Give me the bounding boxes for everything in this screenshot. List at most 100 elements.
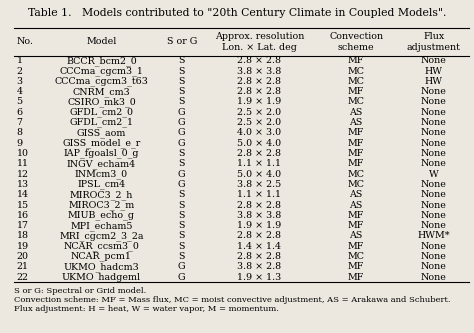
- Text: Convection scheme: MF = Mass flux, MC = moist convective adjustment, AS = Arakaw: Convection scheme: MF = Mass flux, MC = …: [14, 296, 451, 304]
- Text: MF: MF: [348, 262, 365, 271]
- Text: MIROC3_2_h: MIROC3_2_h: [70, 190, 133, 199]
- Text: HW: HW: [425, 77, 443, 86]
- Text: MF: MF: [348, 56, 365, 65]
- Text: 1.9 × 1.3: 1.9 × 1.3: [237, 273, 282, 282]
- Text: G: G: [178, 273, 186, 282]
- Text: MC: MC: [348, 67, 365, 76]
- Text: S: S: [179, 77, 185, 86]
- Text: INGV_echam4: INGV_echam4: [67, 159, 136, 169]
- Text: GISS_model_e_r: GISS_model_e_r: [62, 139, 140, 148]
- Text: MF: MF: [348, 87, 365, 96]
- Text: None: None: [421, 180, 447, 189]
- Text: CCCma_cgcm3_t63: CCCma_cgcm3_t63: [55, 77, 148, 86]
- Text: MC: MC: [348, 180, 365, 189]
- Text: MF: MF: [348, 160, 365, 168]
- Text: W: W: [429, 169, 439, 178]
- Text: S: S: [179, 211, 185, 220]
- Text: No.: No.: [17, 37, 34, 47]
- Text: 2.8 × 2.8: 2.8 × 2.8: [237, 252, 282, 261]
- Text: S: S: [179, 231, 185, 240]
- Text: MF: MF: [348, 221, 365, 230]
- Text: 5.0 × 4.0: 5.0 × 4.0: [237, 139, 282, 148]
- Text: 2: 2: [17, 67, 23, 76]
- Text: UKMO_hadgeml: UKMO_hadgeml: [62, 272, 141, 282]
- Text: MC: MC: [348, 169, 365, 178]
- Text: S: S: [179, 98, 185, 107]
- Text: S: S: [179, 221, 185, 230]
- Text: 13: 13: [17, 180, 29, 189]
- Text: 3.8 × 3.8: 3.8 × 3.8: [237, 67, 282, 76]
- Text: None: None: [421, 108, 447, 117]
- Text: 2.8 × 2.8: 2.8 × 2.8: [237, 77, 282, 86]
- Text: None: None: [421, 273, 447, 282]
- Text: G: G: [178, 118, 186, 127]
- Text: S: S: [179, 190, 185, 199]
- Text: 10: 10: [17, 149, 28, 158]
- Text: 3: 3: [17, 77, 23, 86]
- Text: S: S: [179, 149, 185, 158]
- Text: CCCma_cgcm3_1: CCCma_cgcm3_1: [59, 66, 143, 76]
- Text: 4.0 × 3.0: 4.0 × 3.0: [237, 129, 282, 138]
- Text: S: S: [179, 67, 185, 76]
- Text: 1.9 × 1.9: 1.9 × 1.9: [237, 98, 282, 107]
- Text: S: S: [179, 160, 185, 168]
- Text: MF: MF: [348, 242, 365, 251]
- Text: MF: MF: [348, 273, 365, 282]
- Text: 2.8 × 2.8: 2.8 × 2.8: [237, 56, 282, 65]
- Text: HWM*: HWM*: [418, 231, 450, 240]
- Text: None: None: [421, 139, 447, 148]
- Text: None: None: [421, 56, 447, 65]
- Text: 20: 20: [17, 252, 28, 261]
- Text: CSIRO_mk3_0: CSIRO_mk3_0: [67, 97, 136, 107]
- Text: IPSL_cm4: IPSL_cm4: [77, 179, 126, 189]
- Text: 21: 21: [17, 262, 28, 271]
- Text: 15: 15: [17, 200, 29, 209]
- Text: Convection
scheme: Convection scheme: [329, 32, 383, 52]
- Text: 22: 22: [17, 273, 28, 282]
- Text: MC: MC: [348, 98, 365, 107]
- Text: NCAR_pcm1: NCAR_pcm1: [71, 252, 132, 261]
- Text: 1.1 × 1.1: 1.1 × 1.1: [237, 190, 282, 199]
- Text: CNRM_cm3: CNRM_cm3: [73, 87, 130, 97]
- Text: G: G: [178, 180, 186, 189]
- Text: 17: 17: [17, 221, 28, 230]
- Text: MIUB_echo_g: MIUB_echo_g: [68, 210, 135, 220]
- Text: None: None: [421, 87, 447, 96]
- Text: 2.8 × 2.8: 2.8 × 2.8: [237, 231, 282, 240]
- Text: 2.5 × 2.0: 2.5 × 2.0: [237, 108, 282, 117]
- Text: G: G: [178, 139, 186, 148]
- Text: AS: AS: [349, 200, 363, 209]
- Text: 3.8 × 2.5: 3.8 × 2.5: [237, 180, 282, 189]
- Text: None: None: [421, 221, 447, 230]
- Text: MC: MC: [348, 252, 365, 261]
- Text: MF: MF: [348, 129, 365, 138]
- Text: MIROC3_2_m: MIROC3_2_m: [68, 200, 135, 210]
- Text: 11: 11: [17, 160, 28, 168]
- Text: G: G: [178, 262, 186, 271]
- Text: MPI_echam5: MPI_echam5: [70, 221, 133, 230]
- Text: 5: 5: [17, 98, 23, 107]
- Text: 2.8 × 2.8: 2.8 × 2.8: [237, 87, 282, 96]
- Text: None: None: [421, 118, 447, 127]
- Text: None: None: [421, 160, 447, 168]
- Text: 1.9 × 1.9: 1.9 × 1.9: [237, 221, 282, 230]
- Text: Flux
adjustment: Flux adjustment: [407, 32, 461, 52]
- Text: 2.5 × 2.0: 2.5 × 2.0: [237, 118, 282, 127]
- Text: MRI_cgcm2_3_2a: MRI_cgcm2_3_2a: [59, 231, 144, 241]
- Text: None: None: [421, 149, 447, 158]
- Text: AS: AS: [349, 108, 363, 117]
- Text: 16: 16: [17, 211, 29, 220]
- Text: 1: 1: [17, 56, 23, 65]
- Text: S: S: [179, 87, 185, 96]
- Text: 1.4 × 1.4: 1.4 × 1.4: [237, 242, 282, 251]
- Text: Table 1.   Models contributed to "20th Century Climate in Coupled Models".: Table 1. Models contributed to "20th Cen…: [28, 8, 446, 18]
- Text: 6: 6: [17, 108, 23, 117]
- Text: AS: AS: [349, 231, 363, 240]
- Text: None: None: [421, 200, 447, 209]
- Text: 4: 4: [17, 87, 23, 96]
- Text: MF: MF: [348, 139, 365, 148]
- Text: 12: 12: [17, 169, 28, 178]
- Text: None: None: [421, 242, 447, 251]
- Text: S or G: Spectral or Grid model.: S or G: Spectral or Grid model.: [14, 287, 146, 295]
- Text: NCAR_ccsm3_0: NCAR_ccsm3_0: [64, 241, 139, 251]
